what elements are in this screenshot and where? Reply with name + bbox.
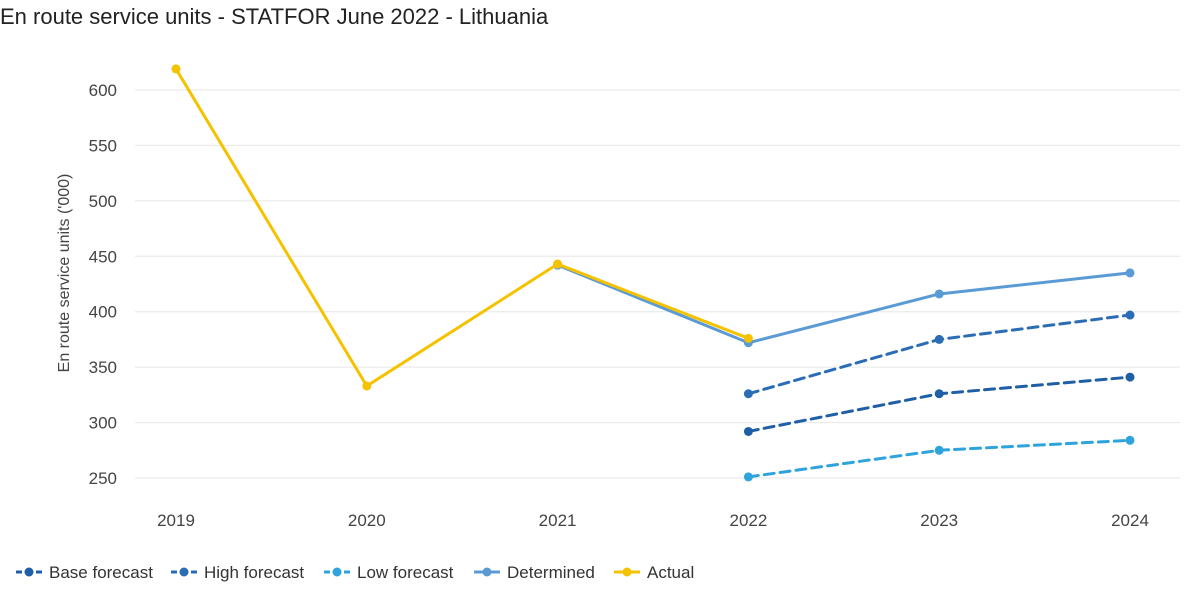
series-line — [556, 263, 1132, 345]
y-axis-label: En route service units ('000) — [56, 174, 73, 373]
legend-item: Low forecast — [324, 563, 454, 582]
data-point — [934, 334, 944, 344]
legend-label: High forecast — [204, 563, 304, 582]
data-point — [1125, 435, 1135, 445]
y-axis-ticks: 250 300 350 400 450 500 550 600 — [89, 81, 117, 488]
data-point — [1125, 268, 1135, 278]
series-line — [746, 375, 1132, 433]
x-tick-label: 2023 — [920, 511, 958, 530]
y-tick-label: 400 — [89, 303, 117, 322]
data-point — [1125, 310, 1135, 320]
legend-item: High forecast — [171, 563, 304, 582]
data-point — [743, 426, 753, 436]
series-determined — [553, 260, 1135, 348]
x-tick-label: 2024 — [1111, 511, 1149, 530]
data-point — [743, 389, 753, 399]
series-high-forecast — [743, 310, 1135, 399]
chart-title: En route service units - STATFOR June 20… — [0, 4, 549, 29]
series-low-forecast — [743, 435, 1135, 482]
data-point — [171, 64, 181, 74]
data-point — [362, 381, 372, 391]
gridlines — [135, 89, 1180, 479]
data-point — [934, 389, 944, 399]
y-tick-label: 500 — [89, 192, 117, 211]
x-tick-label: 2019 — [157, 511, 195, 530]
series-group — [171, 64, 1135, 482]
legend-marker — [482, 567, 492, 577]
y-tick-label: 300 — [89, 414, 117, 433]
legend-item: Determined — [474, 563, 595, 582]
legend-item: Base forecast — [16, 563, 153, 582]
y-tick-label: 550 — [89, 136, 117, 155]
series-base-forecast — [743, 372, 1135, 436]
legend-label: Low forecast — [357, 563, 454, 582]
y-tick-label: 350 — [89, 358, 117, 377]
legend-label: Determined — [507, 563, 595, 582]
data-point — [743, 333, 753, 343]
series-actual — [171, 64, 753, 391]
legend-marker — [622, 567, 632, 577]
legend-marker — [24, 567, 34, 577]
legend-label: Base forecast — [49, 563, 153, 582]
y-tick-label: 600 — [89, 81, 117, 100]
data-point — [743, 472, 753, 482]
legend: Base forecast High forecast Low forecast De… — [16, 563, 694, 582]
y-tick-label: 450 — [89, 247, 117, 266]
series-line — [174, 67, 750, 388]
legend-item: Actual — [614, 563, 694, 582]
x-tick-label: 2022 — [729, 511, 767, 530]
data-point — [934, 445, 944, 455]
x-axis-ticks: 2019 2020 2021 2022 2023 2024 — [157, 511, 1149, 530]
x-tick-label: 2020 — [348, 511, 386, 530]
data-point — [553, 259, 563, 269]
data-point — [1125, 372, 1135, 382]
x-tick-label: 2021 — [539, 511, 577, 530]
legend-label: Actual — [647, 563, 694, 582]
legend-marker — [179, 567, 189, 577]
y-tick-label: 250 — [89, 469, 117, 488]
legend-marker — [332, 567, 342, 577]
data-point — [934, 289, 944, 299]
